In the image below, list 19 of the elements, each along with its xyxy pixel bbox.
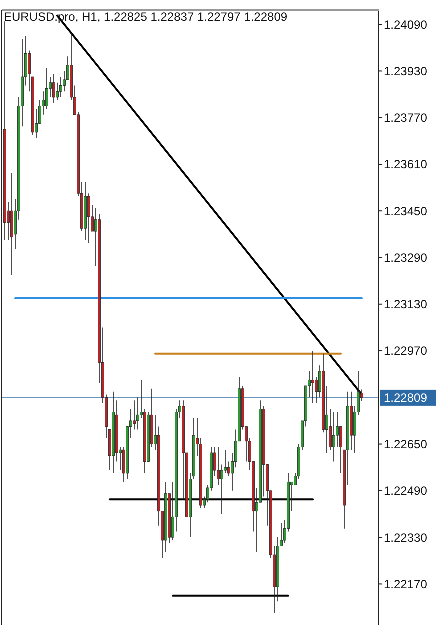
y-tick-label: 1.22490 xyxy=(384,484,428,498)
y-tick-label: 1.23450 xyxy=(384,204,428,218)
candlestick xyxy=(312,350,314,404)
y-tick-label: 1.23770 xyxy=(384,111,428,126)
y-tick-label: 1.23130 xyxy=(384,298,428,312)
y-tick-label: 1.24090 xyxy=(384,18,428,32)
y-tick-label: 1.22330 xyxy=(384,530,428,545)
y-tick-label: 1.22970 xyxy=(384,344,428,358)
y-tick-label: 1.23930 xyxy=(384,64,428,78)
candlestick xyxy=(217,446,220,486)
candlestick xyxy=(332,412,336,462)
ref-line-label: 1.22809 xyxy=(384,391,428,406)
y-tick-label: 1.22650 xyxy=(384,437,428,452)
y-tick-label: 1.23610 xyxy=(384,158,428,172)
candlestick xyxy=(133,400,136,430)
candlestick xyxy=(88,193,90,244)
y-tick-label: 1.23290 xyxy=(384,250,428,265)
y-tick-label: 1.22170 xyxy=(384,577,428,592)
candlestick xyxy=(52,74,56,104)
